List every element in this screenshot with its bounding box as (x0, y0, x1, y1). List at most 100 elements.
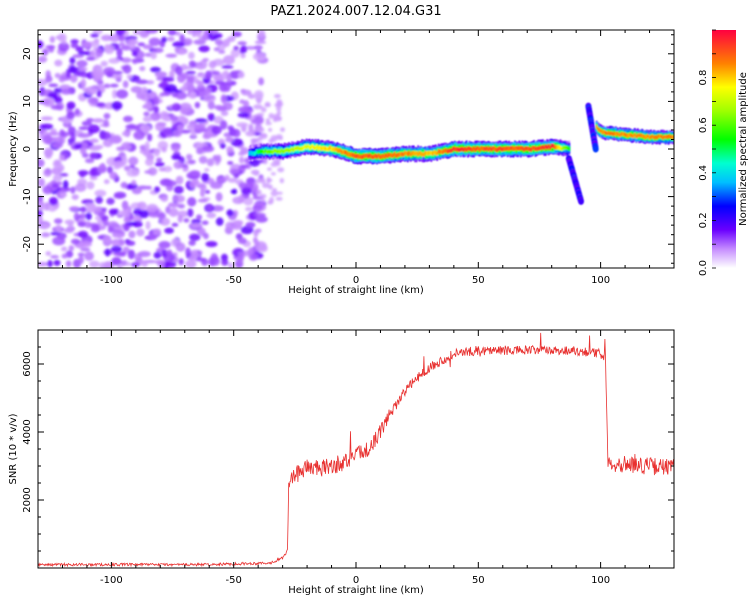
ridge-mark (506, 146, 509, 151)
ridge-mark (336, 148, 339, 153)
noise-blob (171, 154, 182, 161)
noise-blob (207, 100, 215, 110)
ridge-mark (329, 145, 332, 150)
noise-blob (202, 58, 209, 62)
ridge-mark (386, 153, 389, 159)
noise-blob (265, 118, 271, 123)
ridge-mark (455, 147, 458, 152)
ridge-mark (519, 146, 522, 151)
noise-blob (121, 209, 130, 218)
noise-blob (125, 261, 131, 267)
ridge-mark (295, 146, 298, 151)
noise-blob (238, 156, 245, 164)
noise-blob (139, 65, 146, 72)
ridge-mark (600, 129, 603, 133)
noise-blob (237, 251, 245, 261)
noise-blob (146, 185, 152, 190)
noise-blob (142, 44, 154, 50)
noise-blob (186, 30, 193, 35)
ridge-mark (409, 152, 412, 157)
noise-blob (187, 208, 194, 218)
noise-blob (95, 48, 104, 58)
ridge-mark (317, 146, 320, 151)
noise-blob (123, 115, 133, 123)
noise-blob (175, 242, 186, 252)
noise-blob (237, 71, 245, 79)
ridge-mark (354, 153, 356, 159)
noise-blob (260, 178, 266, 184)
noise-blob (70, 39, 79, 44)
ridge-mark (508, 146, 511, 151)
noise-blob (50, 104, 63, 110)
noise-blob (175, 31, 181, 36)
noise-blob (203, 94, 216, 103)
noise-blob (80, 72, 88, 78)
noise-blob (245, 221, 256, 229)
noise-blob (208, 60, 217, 69)
ridge-mark (458, 147, 461, 152)
noise-blob (51, 183, 59, 188)
ridge-mark (461, 146, 464, 152)
noise-blob (135, 79, 149, 85)
noise-blob (227, 177, 237, 183)
noise-blob (115, 89, 129, 99)
noise-blob (85, 212, 92, 221)
noise-blob (213, 47, 220, 52)
noise-blob (236, 122, 249, 128)
noise-blob (102, 219, 109, 227)
noise-blob (66, 101, 76, 110)
noise-blob (76, 60, 88, 68)
noise-blob (70, 132, 76, 142)
ridge-mark (417, 152, 420, 157)
noise-blob (81, 41, 92, 48)
ridge-mark (616, 131, 619, 136)
noise-blob (230, 138, 244, 147)
noise-blob (86, 181, 95, 190)
noise-blob (170, 115, 179, 122)
noise-blob (220, 253, 228, 262)
noise-blob (194, 30, 202, 38)
ridge-mark (358, 154, 361, 159)
ridge-mark (299, 146, 302, 151)
noise-blob (47, 260, 53, 268)
noise-blob (46, 131, 60, 136)
noise-blob (260, 107, 267, 113)
spectrogram-xlabel: Height of straight line (km) (288, 285, 424, 296)
noise-blob (253, 212, 266, 218)
ridge-mark (396, 153, 399, 158)
noise-blob (279, 178, 285, 184)
ridge-mark (318, 145, 321, 150)
noise-blob (237, 112, 250, 118)
x-tick-label: 0 (353, 275, 359, 286)
ridge-mark (258, 149, 261, 154)
ridge-mark (512, 146, 515, 151)
ridge-mark (352, 153, 355, 158)
noise-blob (253, 104, 263, 110)
ridge-mark (279, 149, 282, 155)
noise-blob (89, 175, 98, 181)
ridge-mark (475, 146, 478, 151)
noise-blob (78, 255, 84, 264)
ridge-mark (467, 146, 469, 151)
noise-blob (225, 136, 235, 143)
noise-blob (98, 211, 105, 219)
noise-blob (99, 262, 106, 268)
noise-blob (104, 248, 111, 257)
noise-blob (45, 45, 56, 49)
ridge-mark (611, 132, 614, 136)
ridge-mark (484, 146, 487, 152)
noise-blob (211, 125, 222, 135)
noise-blob (248, 247, 254, 256)
noise-blob (119, 41, 125, 47)
ridge-mark (346, 151, 349, 157)
colorbar-tick-label: 0.6 (698, 117, 709, 133)
ridge-mark (440, 149, 443, 155)
ridge-mark (632, 134, 635, 138)
noise-blob (272, 113, 280, 121)
ridge-mark (639, 133, 642, 138)
ridge-mark (550, 143, 553, 148)
ridge-mark (337, 148, 340, 153)
noise-blob (80, 206, 87, 213)
noise-blob (270, 162, 279, 167)
colorbar-label: Normalized spectral amplitude (738, 72, 749, 226)
